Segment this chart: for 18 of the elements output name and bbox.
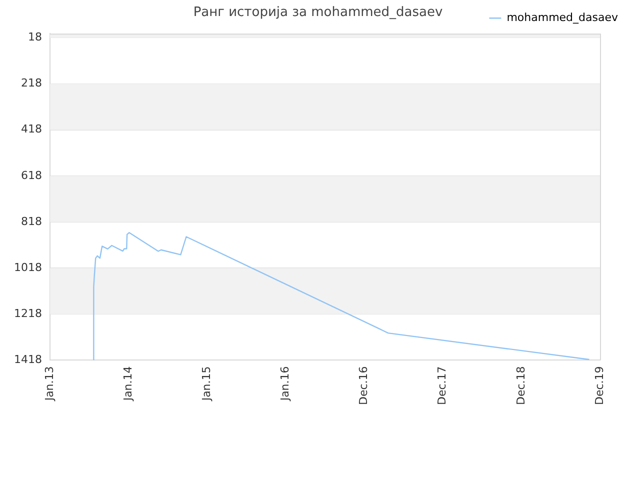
x-tick-label: Jan.15 [200, 366, 213, 402]
chart-title: Ранг историја за mohammed_dasaev [193, 5, 443, 20]
y-tick-label: 1418 [14, 353, 42, 366]
x-tick-label: Dec.18 [514, 366, 528, 405]
y-tick-label: 18 [28, 30, 42, 44]
x-tick-label: Jan.14 [121, 366, 134, 402]
y-tick-label: 218 [20, 76, 42, 90]
x-tick-label: Jan.13 [42, 366, 56, 402]
x-tick-label: Dec.19 [592, 366, 606, 405]
x-tick-label: Dec.17 [436, 366, 449, 405]
x-tick-label: Dec.16 [357, 366, 370, 405]
y-tick-label: 818 [20, 214, 42, 228]
legend-label: mohammed_dasaev [506, 10, 618, 24]
y-tick-label: 1018 [14, 260, 42, 274]
y-tick-label: 618 [20, 168, 42, 182]
x-tick-label: Jan.16 [278, 366, 292, 402]
y-tick-label: 1218 [14, 307, 42, 320]
y-tick-label: 418 [20, 122, 42, 136]
